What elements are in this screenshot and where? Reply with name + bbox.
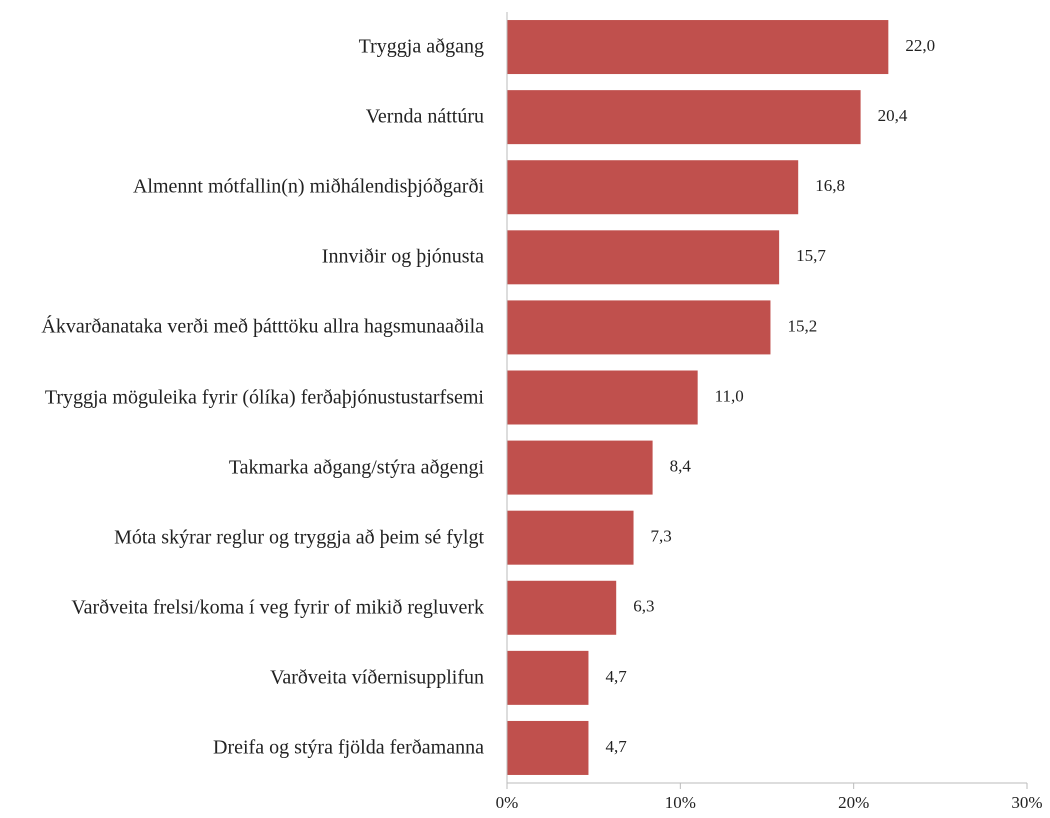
value-label: 4,7 [605, 667, 627, 686]
bar [507, 20, 889, 75]
category-label: Varðveita víðernisupplifun [270, 666, 484, 689]
category-label: Tryggja möguleika fyrir (ólíka) ferðaþjó… [44, 386, 484, 408]
category-label: Vernda náttúru [365, 105, 484, 128]
category-label: Takmarka aðgang/stýra aðgengi [228, 456, 484, 479]
x-tick-label: 20% [838, 793, 869, 812]
x-tick-label: 30% [1011, 793, 1042, 812]
value-label: 6,3 [633, 597, 654, 616]
bar [507, 160, 799, 215]
value-label: 22,0 [905, 36, 935, 55]
bar [507, 650, 589, 705]
category-label: Ákvarðanataka verði með þátttöku allra h… [41, 315, 484, 338]
x-tick-label: 10% [665, 793, 696, 812]
value-label: 7,3 [651, 527, 672, 546]
category-label: Almennt mótfallin(n) miðhálendisþjóðgarð… [132, 175, 484, 198]
category-label: Móta skýrar reglur og tryggja að þeim sé… [114, 526, 484, 549]
value-label: 15,7 [796, 246, 826, 265]
category-label: Tryggja aðgang [358, 35, 484, 58]
bar [507, 90, 861, 145]
bar [507, 440, 653, 495]
value-label: 16,8 [815, 176, 845, 195]
value-label: 4,7 [605, 737, 627, 756]
category-label: Varðveita frelsi/koma í veg fyrir of mik… [71, 596, 484, 619]
value-label: 15,2 [787, 316, 817, 335]
bar [507, 370, 698, 425]
bar [507, 720, 589, 775]
bar [507, 230, 780, 285]
value-label: 20,4 [878, 106, 908, 125]
bar [507, 300, 771, 355]
value-label: 8,4 [670, 456, 692, 475]
bar [507, 580, 617, 635]
category-label: Dreifa og stýra fjölda ferðamanna [213, 736, 484, 759]
category-label: Innviðir og þjónusta [321, 245, 484, 268]
value-label: 11,0 [715, 386, 744, 405]
bar [507, 510, 634, 565]
x-tick-label: 0% [496, 793, 519, 812]
